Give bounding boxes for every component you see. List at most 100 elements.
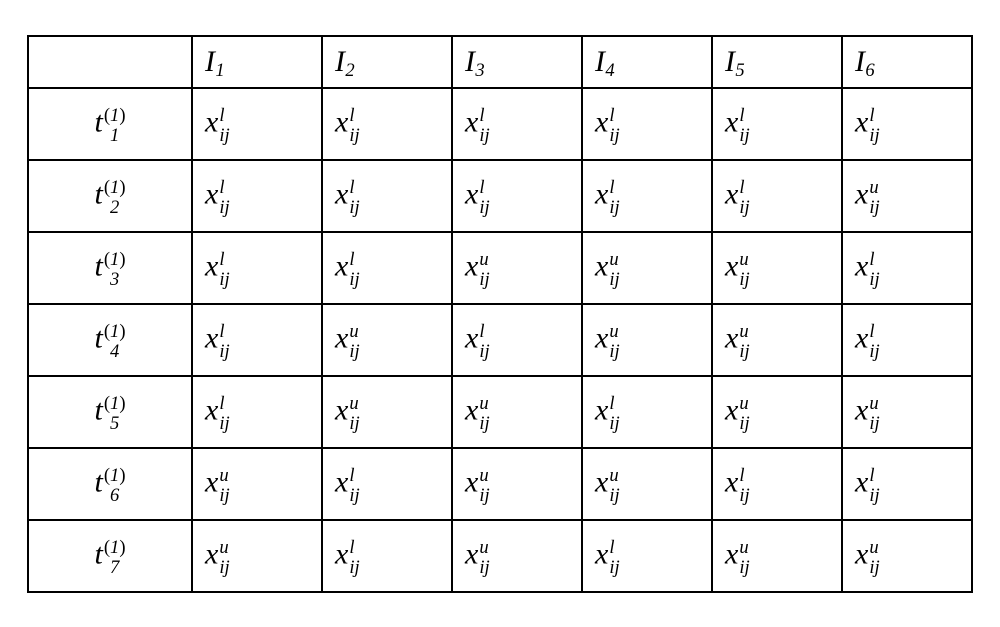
math-symbol: xlij [335,107,360,142]
column-header-label: I5 [725,47,744,77]
data-table: I1I2I3I4I5I6t(1)1xlijxlijxlijxlijxlijxli… [27,35,973,593]
table-row: t(1)7 xuij xlij xuij xlij xuij xuij [28,520,972,592]
table-cell: xuij [582,448,712,520]
table-cell: xuij [712,304,842,376]
table-cell: xuij [452,232,582,304]
table-cell: xuij [842,160,972,232]
table-cell: xlij [192,160,322,232]
table-cell: xlij [712,448,842,520]
table-cell: xlij [842,304,972,376]
table-cell: xuij [712,232,842,304]
math-symbol: xuij [465,395,490,430]
table-cell: xlij [842,88,972,160]
row-header-label: t(1)4 [94,323,125,358]
math-symbol: xuij [725,323,750,358]
table-row: t(1)1xlijxlijxlijxlijxlijxlij [28,88,972,160]
math-symbol: xlij [855,467,880,502]
table-cell: xlij [192,304,322,376]
math-symbol: xlij [725,467,750,502]
math-symbol: xuij [465,251,490,286]
row-header: t(1)2 [28,160,192,232]
table-cell: xlij [192,376,322,448]
math-symbol: xlij [465,323,490,358]
table-cell: xuij [452,448,582,520]
column-header: I4 [582,36,712,88]
table-cell: xlij [192,88,322,160]
math-symbol: xlij [205,323,230,358]
row-header-label: t(1)1 [94,107,125,142]
table-cell: xuij [452,520,582,592]
row-header: t(1)5 [28,376,192,448]
table-cell: xlij [582,376,712,448]
math-symbol: xlij [465,107,490,142]
math-symbol: xlij [855,323,880,358]
row-header: t(1)1 [28,88,192,160]
table-cell: xuij [712,520,842,592]
table-cell: xlij [452,88,582,160]
math-symbol: xuij [855,179,880,214]
column-header: I6 [842,36,972,88]
row-header-label: t(1)5 [94,395,125,430]
math-symbol: xlij [725,179,750,214]
row-header: t(1)7 [28,520,192,592]
math-symbol: xuij [595,251,620,286]
math-symbol: xlij [335,539,360,574]
table-row: t(1)2 xlij xlij xlij xlij xlij xuij [28,160,972,232]
table-header-row: I1 I2 I3 I4 I5 I6 [28,36,972,88]
table-cell: xlij [322,160,452,232]
table-cell: xlij [322,520,452,592]
table-cell: xuij [192,448,322,520]
table-cell: xlij [452,160,582,232]
math-symbol: xuij [595,323,620,358]
table-cell: xlij [322,88,452,160]
math-symbol: xlij [595,395,620,430]
math-symbol: xuij [205,539,230,574]
column-header-label: I2 [335,47,354,77]
page: I1I2I3I4I5I6t(1)1xlijxlijxlijxlijxlijxli… [0,0,1000,627]
row-header-label: t(1)3 [94,251,125,286]
table-cell: xlij [842,232,972,304]
math-symbol: xuij [205,467,230,502]
table-cell: xlij [582,88,712,160]
math-symbol: xlij [465,179,490,214]
table-cell: xuij [192,520,322,592]
math-symbol: xuij [465,539,490,574]
table-cell: xlij [842,448,972,520]
math-symbol: xlij [595,179,620,214]
table-cell: xlij [322,232,452,304]
math-symbol: xuij [855,539,880,574]
math-symbol: xlij [855,251,880,286]
column-header: I5 [712,36,842,88]
column-header: I1 [192,36,322,88]
table-row: t(1)4 xlij xuij xlij xuij xuij xlij [28,304,972,376]
corner-cell [28,36,192,88]
math-symbol: xlij [595,107,620,142]
row-header: t(1)6 [28,448,192,520]
row-header: t(1)3 [28,232,192,304]
math-symbol: xuij [335,323,360,358]
table-cell: xuij [712,376,842,448]
math-symbol: xlij [595,539,620,574]
math-symbol: xlij [205,395,230,430]
row-header-label: t(1)6 [94,467,125,502]
row-header: t(1)4 [28,304,192,376]
table-cell: xlij [582,160,712,232]
math-symbol: xuij [855,395,880,430]
column-header-label: I3 [465,47,484,77]
table-cell: xuij [842,376,972,448]
table-cell: xuij [582,232,712,304]
math-symbol: xlij [205,179,230,214]
table-cell: xlij [582,520,712,592]
table-cell: xlij [712,160,842,232]
table-cell: xuij [452,376,582,448]
table-cell: xlij [322,448,452,520]
column-header: I2 [322,36,452,88]
column-header-label: I1 [205,47,224,77]
math-symbol: xuij [465,467,490,502]
table-row: t(1)6 xuij xlij xuij xuij xlij xlij [28,448,972,520]
math-symbol: xlij [335,251,360,286]
table-cell: xlij [192,232,322,304]
table-cell: xlij [452,304,582,376]
math-symbol: xuij [725,251,750,286]
math-symbol: xlij [205,107,230,142]
